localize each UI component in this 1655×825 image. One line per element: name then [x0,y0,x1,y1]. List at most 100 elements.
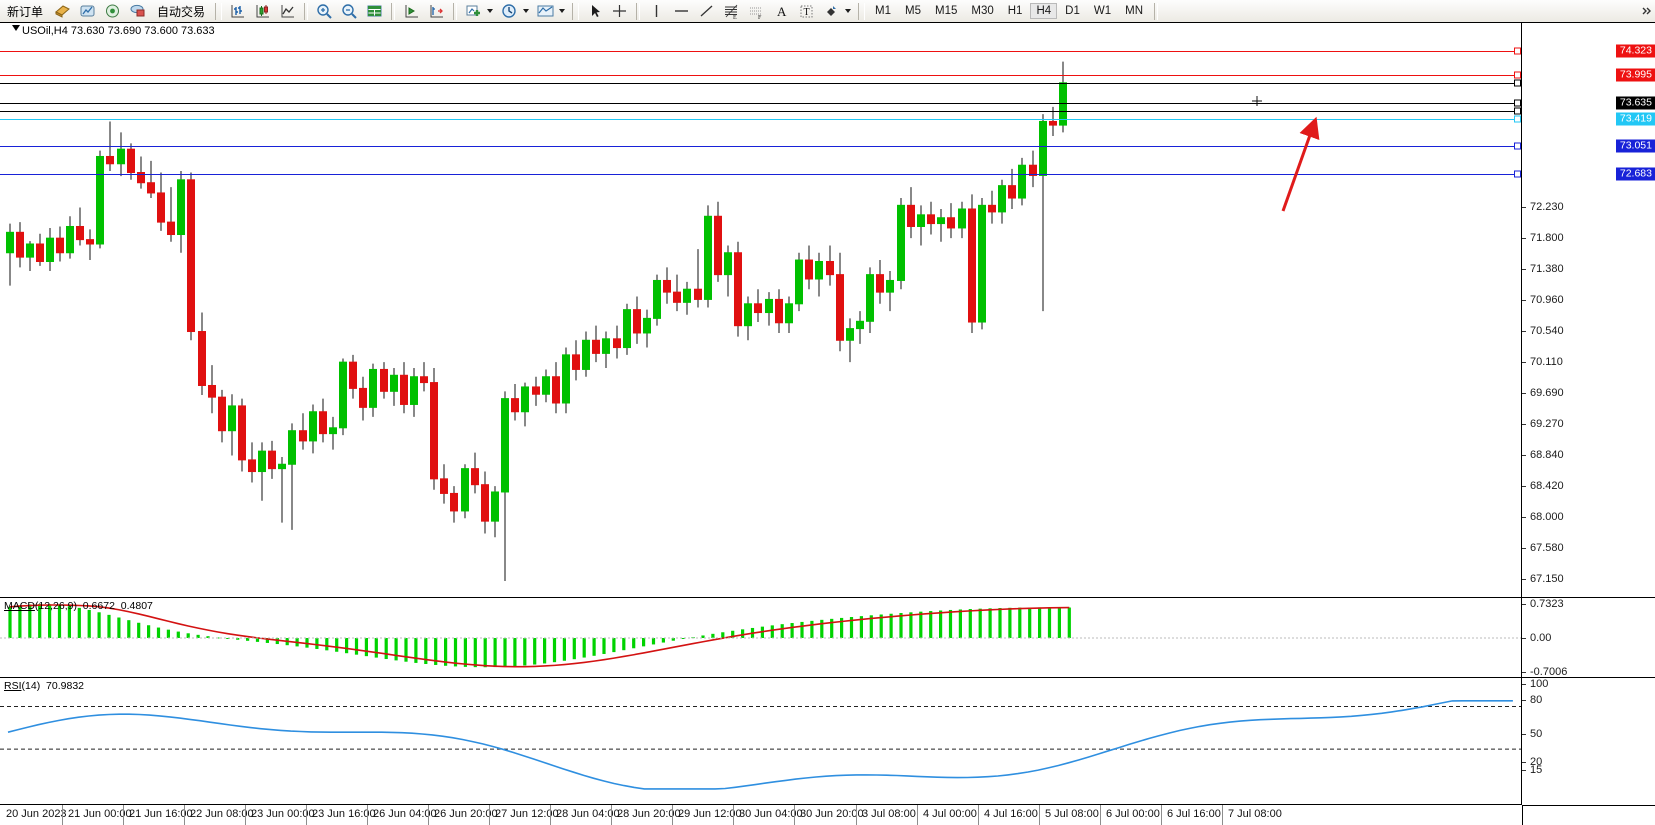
price-line-handle[interactable] [1514,79,1521,87]
price-line-handle[interactable] [1514,142,1521,150]
time-axis[interactable]: 20 Jun 2023 21 Jun 00:00 21 Jun 16:00 22 Ju… [0,804,1522,825]
grid-icon[interactable] [362,1,387,21]
price-tick [1522,424,1526,425]
chart-shift-icon[interactable] [399,1,424,21]
time-axis-corner [1522,805,1655,825]
macd-header: MACD(12,26,9) 0.6672 0.4807 [4,600,153,612]
price-line-73-419[interactable] [0,119,1522,120]
price-tag-72-683[interactable]: 72.683 [1615,167,1655,181]
vertical-line-icon[interactable] [644,1,669,21]
crosshair-icon[interactable] [607,1,632,21]
toolbar-grip[interactable] [215,2,223,20]
bar-chart-icon[interactable] [225,1,250,21]
auto-trading-button[interactable]: 自动交易 [150,1,212,21]
toolbar-overflow[interactable] [1639,3,1655,19]
toolbar-grip-2[interactable] [572,2,580,20]
price-tick [1522,517,1526,518]
timeframe-m1[interactable]: M1 [875,5,892,17]
price-tick-label: 69.690 [1530,387,1564,399]
price-plot[interactable]: USOil,H4 73.630 73.690 73.600 73.633 [0,23,1522,597]
time-axis-label: 30 Jun 04:00 [739,808,803,820]
text-label-icon[interactable]: T [794,1,819,21]
price-tag-74-323[interactable]: 74.323 [1615,44,1655,58]
symbol-header: USOil,H4 73.630 73.690 73.600 73.633 [22,25,215,37]
macd-pane[interactable]: MACD(12,26,9) 0.6672 0.4807 0.7323 0.00 -0… [0,597,1655,678]
timeframe-h4[interactable]: H4 [1030,3,1058,19]
rsi-plot[interactable]: RSI(14) 70.9832 [0,678,1522,806]
templates-icon[interactable] [533,1,558,21]
navigator-icon[interactable] [100,1,125,21]
price-line-73-635[interactable] [0,103,1522,104]
equidistant-channel-icon[interactable]: F [744,1,769,21]
price-line-73-995[interactable] [0,75,1522,76]
price-pane[interactable]: USOil,H4 73.630 73.690 73.600 73.633 72.… [0,23,1655,597]
timeframe-m30[interactable]: M30 [971,5,994,17]
rsi-series [0,700,1522,790]
toolbar-separator-5 [1154,2,1158,20]
price-line-handle[interactable] [1514,71,1521,79]
text-icon[interactable]: A [769,1,794,21]
price-line-73-590[interactable] [0,111,1522,112]
price-tag-73-051[interactable]: 73.051 [1615,139,1655,153]
price-line-74-323[interactable] [0,51,1522,52]
timeframe-d1[interactable]: D1 [1065,5,1080,17]
price-line-handle[interactable] [1514,115,1521,123]
macd-plot[interactable]: MACD(12,26,9) 0.6672 0.4807 [0,598,1522,678]
price-line-handle[interactable] [1514,99,1521,107]
timeframe-m15[interactable]: M15 [935,5,958,17]
price-scale[interactable]: 72.230 71.800 71.380 70.960 70.540 70.110 69.6… [1521,23,1655,597]
svg-text:F: F [758,15,762,20]
new-order-button[interactable]: 新订单 [0,1,50,21]
indicator-dropdown-caret[interactable] [487,9,494,13]
shapes-icon[interactable] [819,1,844,21]
time-axis-label: 29 Jun 12:00 [678,808,742,820]
time-axis-separator [550,805,551,825]
chart-area[interactable]: USOil,H4 73.630 73.690 73.600 73.633 72.… [0,22,1655,825]
shapes-dropdown-caret[interactable] [845,9,852,13]
price-tick [1522,269,1526,270]
line-chart-icon[interactable] [275,1,300,21]
time-axis-separator [1100,805,1101,825]
price-tick [1522,393,1526,394]
time-axis-separator [62,805,63,825]
trendline-icon[interactable] [694,1,719,21]
toolbar-grip-3[interactable] [858,2,866,20]
timeframe-mn[interactable]: MN [1125,5,1143,17]
zoom-in-icon[interactable] [312,1,337,21]
period-clock-icon[interactable] [497,1,522,21]
time-axis-label: 28 Jun 20:00 [617,808,681,820]
price-tag-73-995[interactable]: 73.995 [1615,68,1655,82]
time-axis-label: 21 Jun 00:00 [68,808,132,820]
zoom-out-icon[interactable] [337,1,362,21]
timeframe-m5[interactable]: M5 [905,5,921,17]
terminal-icon[interactable] [125,1,150,21]
price-tag-73-635[interactable]: 73.635 [1615,96,1655,110]
price-line-handle[interactable] [1514,107,1521,115]
period-dropdown-caret[interactable] [523,9,530,13]
time-axis-label: 5 Jul 08:00 [1045,808,1099,820]
cursor-arrow-icon[interactable] [582,1,607,21]
price-line-handle[interactable] [1514,170,1521,178]
price-line-73-051[interactable] [0,146,1522,147]
rsi-name: RSI [4,680,22,692]
rsi-header: RSI(14) 70.9832 [4,680,84,692]
time-axis-label: 21 Jun 16:00 [129,808,193,820]
templates-dropdown-caret[interactable] [559,9,566,13]
hand-order-icon[interactable] [50,1,75,21]
price-line-handle[interactable] [1514,47,1521,55]
add-indicator-icon[interactable] [461,1,486,21]
rsi-tick [1522,684,1526,685]
timeframe-h1[interactable]: H1 [1007,5,1023,17]
data-window-icon[interactable] [75,1,100,21]
rsi-pane[interactable]: RSI(14) 70.9832 100 80 50 20 15 [0,677,1655,806]
chart-menu-triangle[interactable] [12,25,20,31]
auto-scroll-icon[interactable] [424,1,449,21]
main-toolbar: 新订单 自动交易 [0,0,1655,23]
price-tag-73-419[interactable]: 73.419 [1615,112,1655,126]
price-line-72-683[interactable] [0,174,1522,175]
fibonacci-icon[interactable]: E [719,1,744,21]
horizontal-line-icon[interactable] [669,1,694,21]
price-line-73-920[interactable] [0,83,1522,84]
timeframe-w1[interactable]: W1 [1093,5,1112,17]
candlestick-chart-icon[interactable] [250,1,275,21]
